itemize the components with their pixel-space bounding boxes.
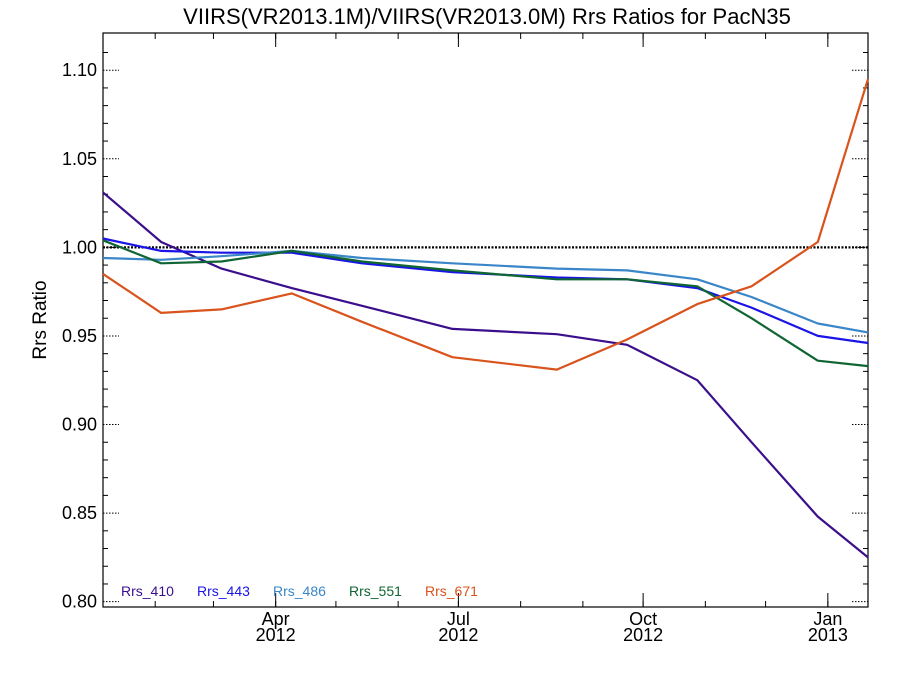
y-tick-label: 0.95 [62,326,97,346]
y-tick-label: 0.85 [62,503,97,523]
series-line-rrs-486 [102,249,869,334]
y-axis-label: Rrs Ratio [30,280,51,359]
x-tick-label-year: 2012 [623,625,663,645]
y-tick-label: 0.80 [62,592,97,612]
x-tick-label-year: 2013 [808,625,848,645]
y-tick-label: 1.00 [62,237,97,257]
y-tick-label: 0.90 [62,415,97,435]
series-line-rrs-443 [102,237,869,345]
x-tick-label-year: 2012 [256,625,296,645]
legend-entry-rrs-410: Rrs_410 [121,583,174,599]
legend-entry-rrs-551: Rrs_551 [349,583,402,599]
x-tick-label-year: 2012 [438,625,478,645]
y-tick-label: 1.05 [62,149,97,169]
x-tick-label-month: Jul [447,609,470,629]
series-line-rrs-671 [102,78,870,371]
series-line-rrs-410 [102,191,869,559]
y-tick-label: 1.10 [62,60,97,80]
legend-entry-rrs-671: Rrs_671 [425,583,478,599]
series-line-rrs-551 [102,239,869,368]
plot-frame [102,32,869,608]
chart-title: VIIRS(VR2013.1M)/VIIRS(VR2013.0M) Rrs Ra… [183,4,791,29]
x-tick-label-month: Oct [629,609,657,629]
x-tick-label-month: Apr [262,609,290,629]
legend-entry-rrs-486: Rrs_486 [273,583,326,599]
x-tick-label-month: Jan [813,609,842,629]
legend-entry-rrs-443: Rrs_443 [197,583,250,599]
